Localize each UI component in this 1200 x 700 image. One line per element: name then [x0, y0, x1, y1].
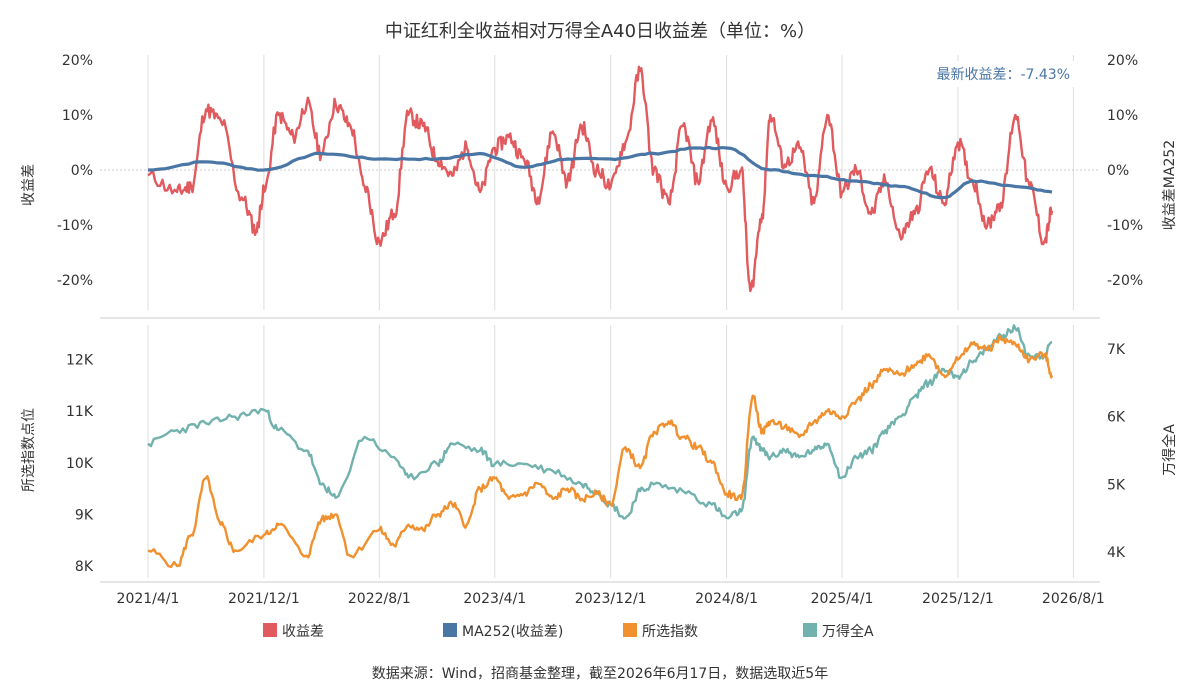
- y-tick-label: 20%: [1107, 53, 1138, 69]
- x-tick-label: 2022/8/1: [348, 591, 411, 607]
- y-tick-label: -20%: [57, 273, 93, 289]
- source-footer: 数据来源：Wind，招商基金整理，截至2026年6月17日，数据选取近5年: [372, 665, 828, 682]
- y-tick-label: 5K: [1107, 477, 1126, 493]
- bottom-panel: 12K 11K 10K 9K 8K 7K 6K 5K 4K 所选指数点位 万得全A: [21, 324, 1178, 578]
- legend: 收益差 MA252(收益差) 所选指数 万得全A: [263, 623, 874, 640]
- series-line-ma252: [147, 145, 1053, 200]
- x-tick-label: 2021/4/1: [117, 591, 180, 607]
- top-right-ticks: 20% 10% 0% -10% -20%: [1107, 53, 1143, 289]
- y-tick-label: 8K: [75, 559, 94, 575]
- top-right-axis-label: 收益差MA252: [1162, 140, 1178, 230]
- y-tick-label: 7K: [1107, 342, 1126, 358]
- x-tick-label: 2025/12/1: [922, 591, 994, 607]
- legend-swatch: [803, 623, 817, 637]
- y-tick-label: 11K: [66, 404, 94, 420]
- x-tick-label: 2024/8/1: [695, 591, 758, 607]
- legend-swatch: [443, 623, 457, 637]
- bottom-series: [147, 324, 1054, 569]
- y-tick-label: 6K: [1107, 410, 1126, 426]
- y-tick-label: -10%: [1107, 218, 1143, 234]
- chart-title: 中证红利全收益相对万得全A40日收益差（单位：%）: [385, 21, 815, 42]
- legend-item-wind-a[interactable]: 万得全A: [803, 623, 874, 640]
- bottom-left-axis-label: 所选指数点位: [21, 408, 37, 492]
- series-line-selected-index: [147, 334, 1054, 569]
- legend-item-ma252[interactable]: MA252(收益差): [443, 623, 563, 640]
- top-left-ticks: 20% 10% 0% -10% -20%: [57, 53, 93, 289]
- top-panel: 20% 10% 0% -10% -20% 20% 10% 0% -10% -20% 收益差 收益…: [21, 53, 1178, 310]
- y-tick-label: 20%: [62, 53, 93, 69]
- legend-item-selected-index[interactable]: 所选指数: [623, 623, 698, 640]
- y-tick-label: 4K: [1107, 545, 1126, 561]
- bottom-left-ticks: 12K 11K 10K 9K 8K: [66, 353, 94, 575]
- bottom-right-ticks: 7K 6K 5K 4K: [1107, 342, 1126, 561]
- legend-label: 收益差: [282, 624, 324, 640]
- bottom-right-axis-label: 万得全A: [1161, 424, 1178, 476]
- x-tick-label: 2021/12/1: [228, 591, 300, 607]
- x-axis-ticks: 2021/4/1 2021/12/1 2022/8/1 2023/4/1 2023/12…: [117, 591, 1105, 607]
- x-tick-label: 2025/4/1: [811, 591, 874, 607]
- top-left-axis-label: 收益差: [21, 164, 37, 206]
- legend-label: MA252(收益差): [462, 624, 563, 640]
- y-tick-label: 12K: [66, 353, 94, 369]
- y-tick-label: 9K: [75, 507, 94, 523]
- legend-label: 万得全A: [822, 623, 874, 640]
- top-series: [147, 65, 1054, 293]
- x-tick-label: 2023/12/1: [575, 591, 647, 607]
- annotation-box: [920, 61, 1080, 87]
- legend-label: 所选指数: [642, 624, 698, 640]
- y-tick-label: -20%: [1107, 273, 1143, 289]
- x-tick-label: 2026/8/1: [1042, 591, 1105, 607]
- series-line-wind-a: [147, 324, 1053, 520]
- legend-swatch: [623, 623, 637, 637]
- legend-item-spread[interactable]: 收益差: [263, 623, 324, 640]
- y-tick-label: 0%: [71, 163, 93, 179]
- y-tick-label: 10K: [66, 456, 94, 472]
- legend-swatch: [263, 623, 277, 637]
- latest-spread-annotation: 最新收益差：-7.43%: [936, 67, 1070, 83]
- y-tick-label: 10%: [62, 108, 93, 124]
- x-tick-label: 2023/4/1: [463, 591, 526, 607]
- y-tick-label: 10%: [1107, 108, 1138, 124]
- series-line-spread: [147, 65, 1054, 293]
- y-tick-label: -10%: [57, 218, 93, 234]
- y-tick-label: 0%: [1107, 163, 1129, 179]
